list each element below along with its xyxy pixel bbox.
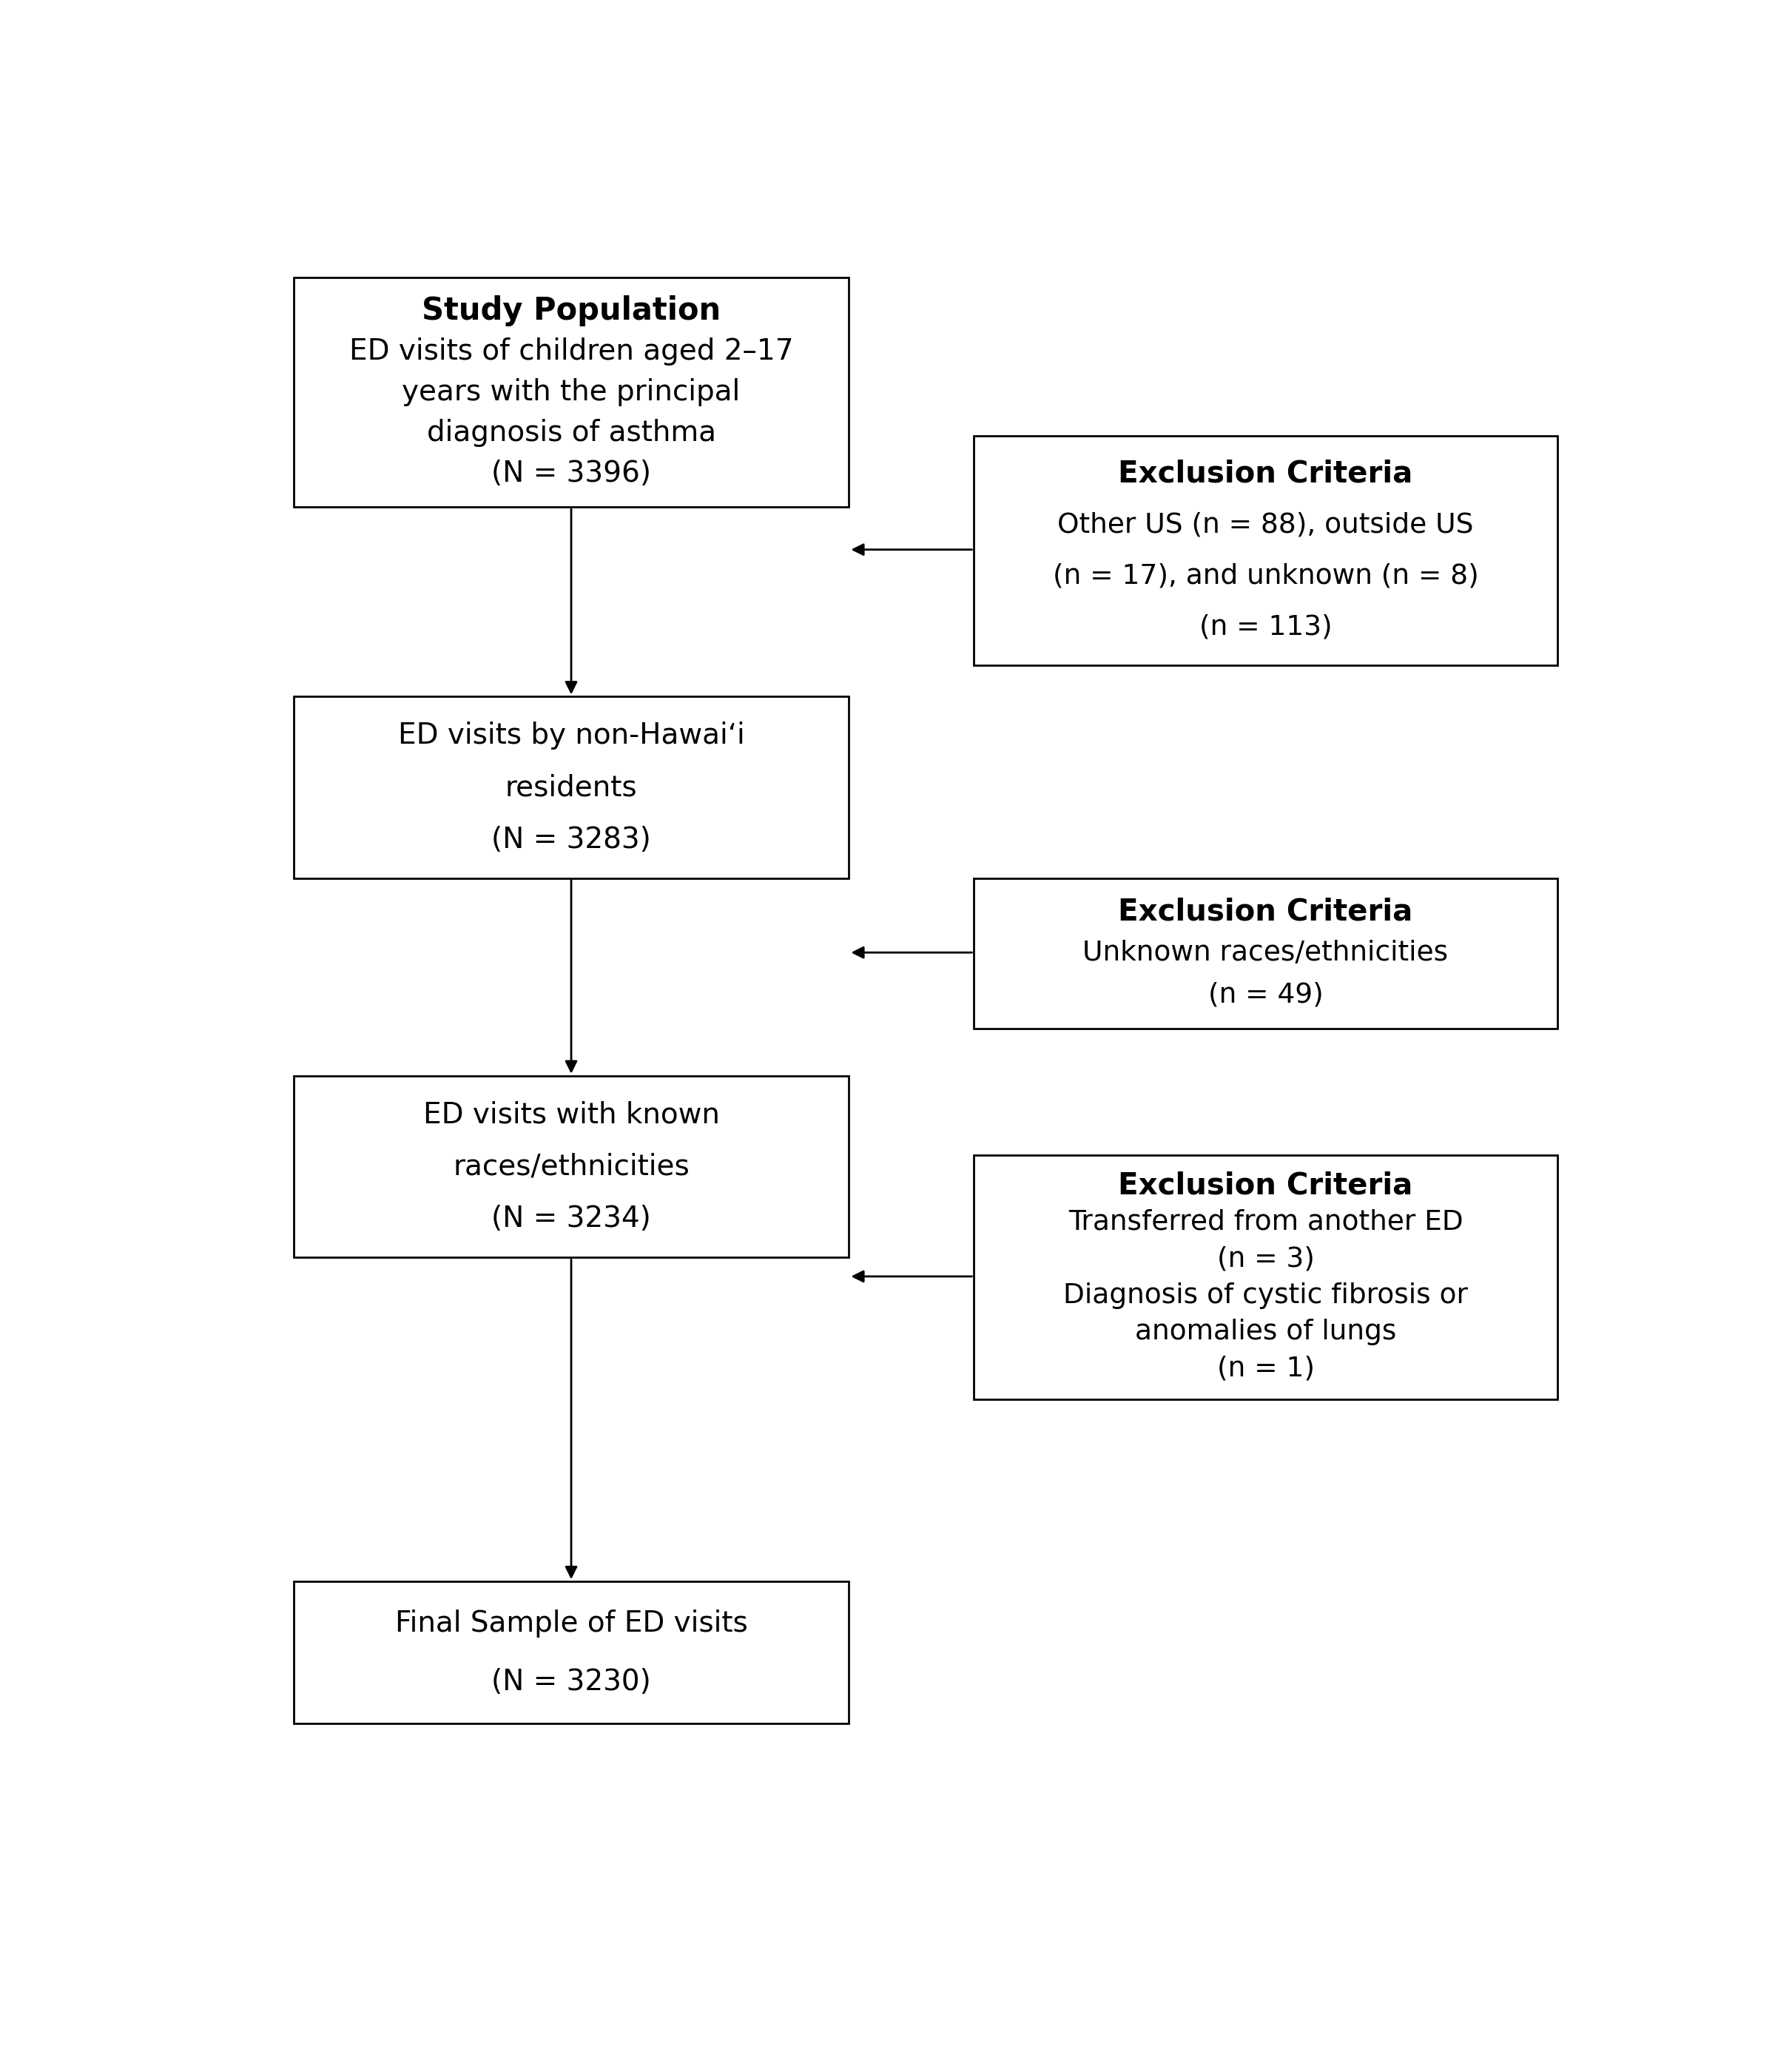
Text: races/ethnicities: races/ethnicities (453, 1153, 690, 1180)
Text: (N = 3234): (N = 3234) (491, 1205, 650, 1233)
Text: Other US (n = 88), outside US: Other US (n = 88), outside US (1057, 511, 1473, 538)
Text: (n = 1): (n = 1) (1217, 1356, 1315, 1383)
Text: ED visits by non-Hawaiʻi: ED visits by non-Hawaiʻi (398, 720, 745, 749)
Text: Transferred from another ED: Transferred from another ED (1068, 1209, 1462, 1235)
Text: (n = 17), and unknown (n = 8): (n = 17), and unknown (n = 8) (1052, 562, 1478, 589)
Text: (N = 3396): (N = 3396) (491, 460, 650, 488)
Bar (975, 1155, 1557, 1399)
Text: Study Population: Study Population (421, 295, 720, 326)
Text: Unknown races/ethnicities: Unknown races/ethnicities (1082, 940, 1448, 966)
Bar (975, 878, 1557, 1028)
Text: anomalies of lungs: anomalies of lungs (1134, 1319, 1396, 1346)
Text: Exclusion Criteria: Exclusion Criteria (1118, 897, 1412, 928)
Text: (n = 3): (n = 3) (1217, 1246, 1314, 1272)
Text: residents: residents (505, 774, 638, 802)
Text: Diagnosis of cystic fibrosis or: Diagnosis of cystic fibrosis or (1063, 1282, 1468, 1309)
Text: (n = 113): (n = 113) (1199, 614, 1331, 640)
Bar (294, 277, 849, 507)
Bar (294, 1075, 849, 1258)
Text: (N = 3283): (N = 3283) (491, 825, 650, 854)
Bar (294, 1582, 849, 1724)
Text: years with the principal: years with the principal (401, 378, 740, 406)
Text: ED visits of children aged 2–17: ED visits of children aged 2–17 (349, 339, 794, 365)
Bar (975, 435, 1557, 665)
Text: Exclusion Criteria: Exclusion Criteria (1118, 1172, 1412, 1200)
Text: (N = 3230): (N = 3230) (491, 1668, 650, 1695)
Text: Exclusion Criteria: Exclusion Criteria (1118, 460, 1412, 488)
Text: diagnosis of asthma: diagnosis of asthma (426, 419, 715, 447)
Text: (n = 49): (n = 49) (1208, 981, 1322, 1008)
Bar (294, 696, 849, 878)
Text: Final Sample of ED visits: Final Sample of ED visits (394, 1609, 747, 1637)
Text: ED visits with known: ED visits with known (423, 1100, 720, 1129)
